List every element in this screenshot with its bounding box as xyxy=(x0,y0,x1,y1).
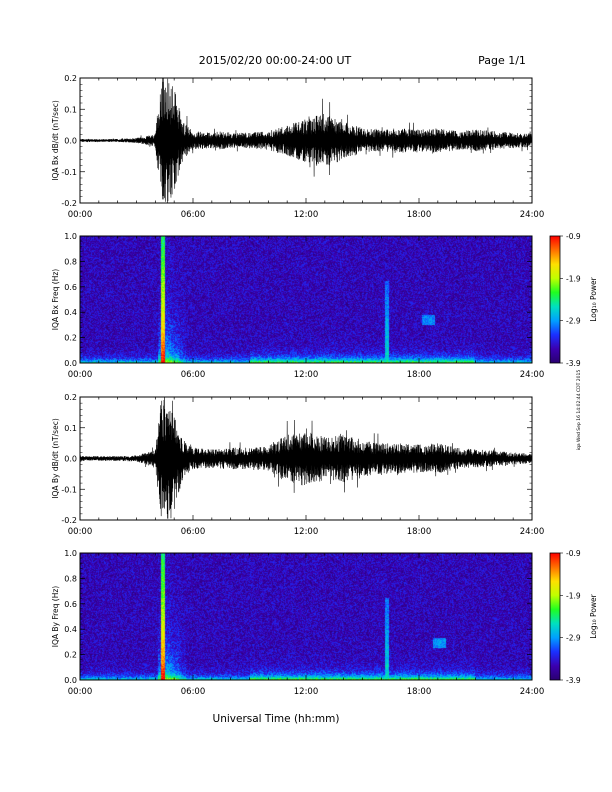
y-axis-label: IQA By Freq (Hz) xyxy=(51,586,60,648)
y-tick-label: 0.1 xyxy=(64,424,77,433)
y-axis-label: IQA Bx Freq (Hz) xyxy=(51,269,60,331)
y-tick-label: 0.2 xyxy=(64,74,77,83)
x-tick-label: 00:00 xyxy=(68,687,93,697)
x-tick-label: 06:00 xyxy=(181,210,206,220)
y-tick-label: -0.1 xyxy=(61,168,77,177)
db-dt-trace xyxy=(80,397,532,519)
colorbar-tick-label: -3.9 xyxy=(566,359,581,368)
x-tick-label: 18:00 xyxy=(407,527,432,537)
x-tick-label: 24:00 xyxy=(520,687,545,697)
colorbar-tick-label: -2.9 xyxy=(566,634,581,643)
y-tick-label: -0.1 xyxy=(61,485,77,494)
x-tick-label: 12:00 xyxy=(294,370,319,380)
side-stamp: iqa Wed Sep 16 14:02:44 CDT 2015 xyxy=(576,370,582,451)
x-tick-label: 24:00 xyxy=(520,527,545,537)
y-tick-label: 0.2 xyxy=(64,393,77,402)
db-dt-trace xyxy=(80,78,532,203)
x-tick-label: 00:00 xyxy=(68,370,93,380)
colorbar xyxy=(549,552,561,681)
y-tick-label: 0.2 xyxy=(64,334,77,343)
page-title: 2015/02/20 00:00-24:00 UT xyxy=(199,54,352,67)
y-tick-label: 0.6 xyxy=(64,283,77,292)
x-tick-label: 24:00 xyxy=(520,370,545,380)
y-tick-label: -0.2 xyxy=(61,516,77,525)
x-tick-label: 12:00 xyxy=(294,527,319,537)
y-tick-label: 1.0 xyxy=(64,232,77,241)
colorbar-tick-label: -1.9 xyxy=(566,591,581,600)
colorbar-label: Log₁₀ Power xyxy=(589,593,598,638)
y-tick-label: 1.0 xyxy=(64,549,77,558)
x-tick-label: 00:00 xyxy=(68,210,93,220)
colorbar-tick-label: -0.9 xyxy=(566,549,581,558)
y-tick-label: 0.8 xyxy=(64,574,77,583)
colorbar-tick-label: -0.9 xyxy=(566,232,581,241)
y-tick-label: 0.4 xyxy=(64,625,77,634)
x-tick-label: 06:00 xyxy=(181,527,206,537)
y-tick-label: 0.0 xyxy=(64,359,77,368)
x-tick-label: 24:00 xyxy=(520,210,545,220)
x-tick-label: 12:00 xyxy=(294,687,319,697)
by-dbdt-panel: 00:00 06:00 12:00 18:00 24:00 -0.2 -0.1 0.0 0.1 0… xyxy=(51,393,545,537)
colorbar-tick-label: -2.9 xyxy=(566,317,581,326)
colorbar-label: Log₁₀ Power xyxy=(589,276,598,321)
x-tick-label: 18:00 xyxy=(407,687,432,697)
bx-dbdt-panel: 00:00 06:00 12:00 18:00 24:00 -0.2 -0.1 0.0 0.1 0… xyxy=(51,74,544,220)
y-tick-label: -0.2 xyxy=(61,199,77,208)
by-spectrogram-panel: 00:00 06:00 12:00 18:00 24:00 0.0 0.2 0.4 0.6 0.8… xyxy=(51,549,598,697)
y-tick-label: 0.4 xyxy=(64,308,77,317)
y-tick-label: 0.0 xyxy=(64,676,77,685)
y-axis-label: IQA Bx dB/dt (nT/sec) xyxy=(51,100,60,181)
y-tick-label: 0.0 xyxy=(64,137,77,146)
x-tick-label: 06:00 xyxy=(181,687,206,697)
spectrogram-image xyxy=(80,553,532,680)
page-number: Page 1/1 xyxy=(478,54,526,67)
y-tick-label: 0.6 xyxy=(64,600,77,609)
bx-spectrogram-panel: 00:00 06:00 12:00 18:00 24:00 0.0 0.2 0.4 0.6 0.8… xyxy=(51,232,598,380)
y-tick-label: 0.2 xyxy=(64,651,77,660)
colorbar-tick-label: -1.9 xyxy=(566,274,581,283)
x-axis-label: Universal Time (hh:mm) xyxy=(213,713,340,725)
spectrogram-image xyxy=(80,236,532,363)
y-tick-label: 0.0 xyxy=(64,455,77,464)
y-tick-label: 0.1 xyxy=(64,105,77,114)
x-tick-label: 00:00 xyxy=(68,527,93,537)
y-tick-label: 0.8 xyxy=(64,257,77,266)
x-tick-label: 18:00 xyxy=(407,370,432,380)
colorbar-tick-label: -3.9 xyxy=(566,676,581,685)
x-tick-label: 12:00 xyxy=(294,210,319,220)
x-tick-label: 06:00 xyxy=(181,370,206,380)
y-axis-label: IQA By dB/dt (nT/sec) xyxy=(51,418,60,499)
x-tick-label: 18:00 xyxy=(407,210,432,220)
colorbar xyxy=(549,235,561,364)
